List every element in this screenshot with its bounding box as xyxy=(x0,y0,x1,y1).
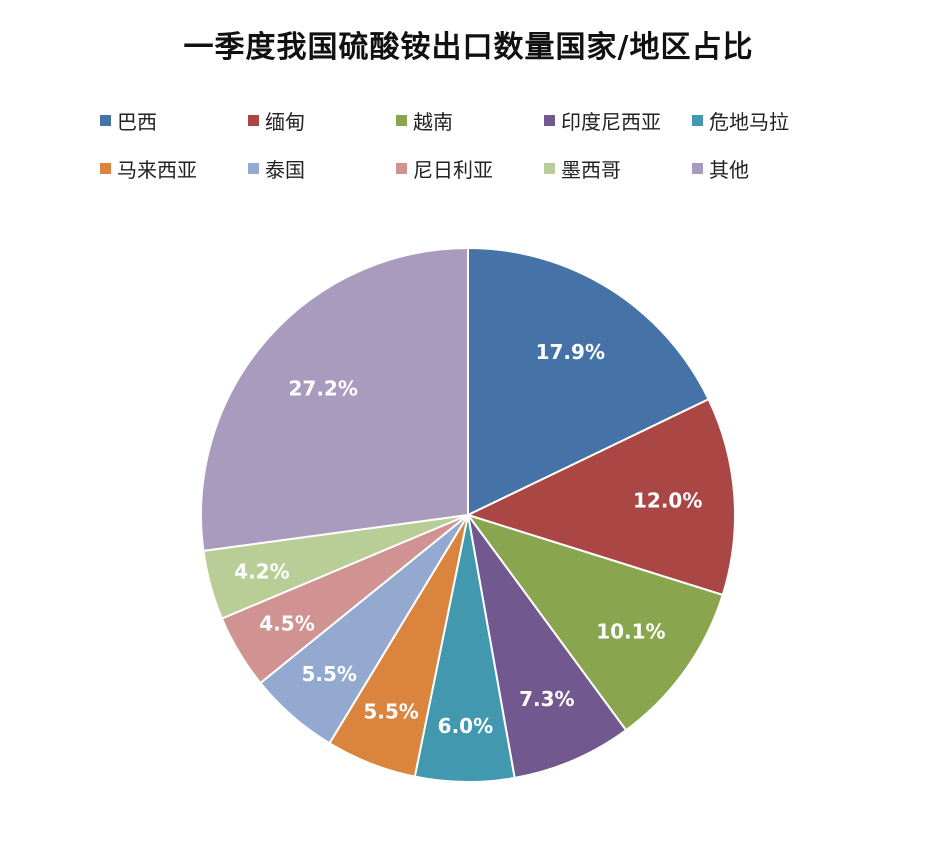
legend-label: 危地马拉 xyxy=(709,109,789,134)
legend-label: 印度尼西亚 xyxy=(561,109,661,134)
data-label-6: 5.5% xyxy=(301,662,356,686)
legend-swatch-icon xyxy=(692,114,703,126)
data-label-7: 4.5% xyxy=(259,611,314,635)
legend-swatch-icon xyxy=(248,114,259,126)
legend-item-guatemala: 危地马拉 xyxy=(692,106,840,135)
legend-label: 马来西亚 xyxy=(117,157,197,182)
pie-slice-0 xyxy=(467,246,710,517)
data-label-9: 27.2% xyxy=(289,377,358,401)
legend-item-malaysia: 马来西亚 xyxy=(100,154,248,183)
legend-item-myanmar: 缅甸 xyxy=(248,106,396,135)
legend-swatch-icon xyxy=(692,162,703,174)
legend-swatch-icon xyxy=(544,114,555,126)
legend-swatch-icon xyxy=(544,162,555,174)
legend-label: 巴西 xyxy=(117,109,157,134)
legend-item-mexico: 墨西哥 xyxy=(544,154,692,183)
pie-data-labels: 17.9% 12.0% 10.1% 7.3% 6.0% 5.5% 5.5% 4.5% 4.2% 2… xyxy=(234,340,702,738)
legend-row: 马来西亚 泰国 尼日利亚 墨西哥 其他 xyxy=(100,144,840,192)
legend-label: 墨西哥 xyxy=(561,157,621,182)
legend-swatch-icon xyxy=(100,162,111,174)
legend-item-other: 其他 xyxy=(692,154,840,183)
data-label-8: 4.2% xyxy=(234,559,289,583)
chart-legend: 巴西 缅甸 越南 印度尼西亚 危地马拉 马来西亚 泰国 尼日利亚 xyxy=(100,96,840,192)
legend-label: 泰国 xyxy=(265,157,305,182)
pie-slice-1 xyxy=(465,397,737,597)
legend-label: 其他 xyxy=(709,157,749,182)
legend-item-vietnam: 越南 xyxy=(396,106,544,135)
data-label-5: 5.5% xyxy=(363,699,418,723)
data-label-1: 12.0% xyxy=(633,489,702,513)
pie-slice-9 xyxy=(200,246,469,553)
pie-slices xyxy=(200,246,737,783)
legend-item-brazil: 巴西 xyxy=(100,106,248,135)
pie-slice-2 xyxy=(465,513,725,732)
legend-label: 尼日利亚 xyxy=(413,157,493,182)
data-label-0: 17.9% xyxy=(536,340,605,364)
legend-item-nigeria: 尼日利亚 xyxy=(396,154,544,183)
legend-swatch-icon xyxy=(396,162,407,174)
legend-swatch-icon xyxy=(248,162,259,174)
data-label-2: 10.1% xyxy=(596,620,665,644)
legend-swatch-icon xyxy=(396,114,407,126)
legend-swatch-icon xyxy=(100,114,111,126)
legend-row: 巴西 缅甸 越南 印度尼西亚 危地马拉 xyxy=(100,96,840,144)
legend-label: 越南 xyxy=(413,109,453,134)
data-label-3: 7.3% xyxy=(519,687,574,711)
legend-item-thailand: 泰国 xyxy=(248,154,396,183)
legend-label: 缅甸 xyxy=(265,109,305,134)
chart-title: 一季度我国硫酸铵出口数量国家/地区占比 xyxy=(183,30,754,65)
legend-item-indonesia: 印度尼西亚 xyxy=(544,106,692,135)
data-label-4: 6.0% xyxy=(438,714,493,738)
pie-slice-3 xyxy=(467,514,628,780)
